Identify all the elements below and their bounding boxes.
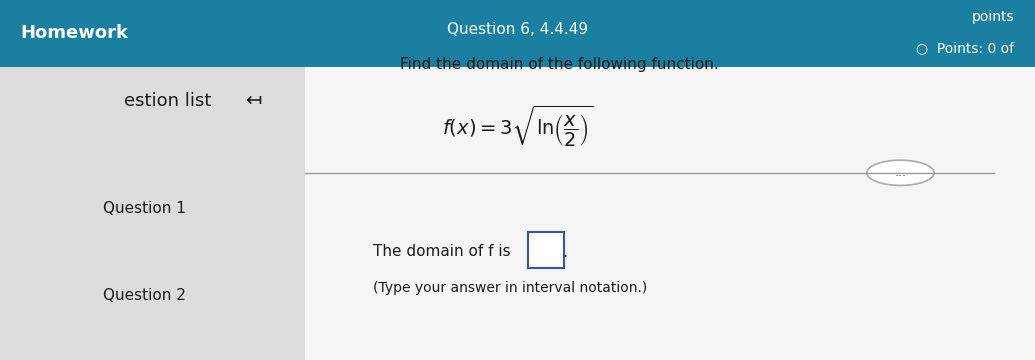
- Text: .: .: [562, 243, 567, 261]
- Text: Question 2: Question 2: [104, 288, 186, 303]
- FancyBboxPatch shape: [528, 232, 564, 268]
- Text: (Type your answer in interval notation.): (Type your answer in interval notation.): [373, 281, 647, 295]
- Text: ○  Points: 0 of: ○ Points: 0 of: [916, 41, 1014, 55]
- Text: ↤: ↤: [245, 91, 262, 110]
- Text: $f(x) = 3\sqrt{\ln\!\left(\dfrac{x}{2}\right)}$: $f(x) = 3\sqrt{\ln\!\left(\dfrac{x}{2}\r…: [442, 103, 593, 149]
- FancyBboxPatch shape: [0, 0, 1035, 67]
- Ellipse shape: [867, 160, 935, 185]
- FancyBboxPatch shape: [0, 67, 305, 360]
- Text: Question 6, 4.4.49: Question 6, 4.4.49: [447, 22, 588, 37]
- Text: estion list: estion list: [124, 92, 211, 110]
- Text: Homework: Homework: [21, 24, 128, 42]
- Text: ...: ...: [894, 166, 907, 179]
- FancyBboxPatch shape: [305, 67, 1035, 360]
- Text: The domain of f is: The domain of f is: [373, 244, 510, 260]
- Text: points: points: [972, 10, 1014, 24]
- Text: Find the domain of the following function.: Find the domain of the following functio…: [400, 57, 718, 72]
- Text: Question 1: Question 1: [104, 201, 186, 216]
